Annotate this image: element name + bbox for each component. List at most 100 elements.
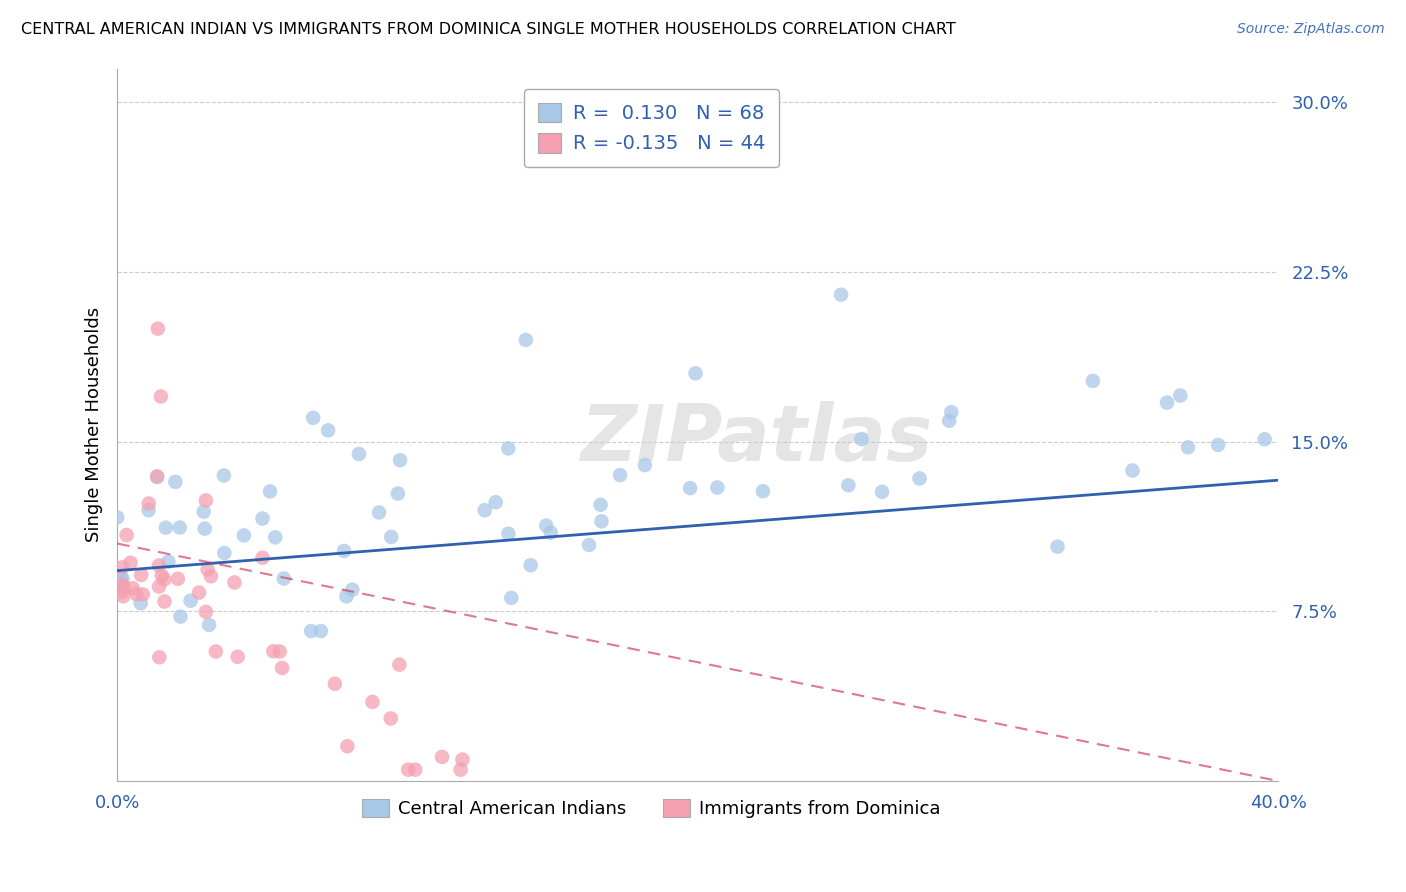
- Point: [1046, 540, 1069, 554]
- Point: [634, 458, 657, 472]
- Point: [1122, 463, 1144, 477]
- Point: [706, 481, 728, 495]
- Point: [1156, 395, 1178, 409]
- Point: [336, 739, 359, 754]
- Point: [194, 605, 217, 619]
- Point: [224, 575, 246, 590]
- Point: [404, 763, 426, 777]
- Point: [194, 493, 217, 508]
- Point: [132, 587, 155, 601]
- Point: [1081, 374, 1104, 388]
- Point: [592, 129, 614, 144]
- Point: [1206, 438, 1229, 452]
- Point: [380, 711, 402, 725]
- Point: [609, 468, 631, 483]
- Point: [112, 589, 135, 603]
- Point: [169, 520, 191, 534]
- Point: [316, 423, 339, 437]
- Point: [111, 560, 134, 574]
- Point: [198, 618, 221, 632]
- Point: [138, 496, 160, 510]
- Point: [146, 321, 169, 335]
- Point: [851, 432, 873, 446]
- Point: [169, 609, 191, 624]
- Point: [125, 587, 148, 601]
- Point: [323, 677, 346, 691]
- Point: [146, 469, 169, 483]
- Point: [110, 570, 132, 584]
- Point: [111, 572, 134, 586]
- Text: Source: ZipAtlas.com: Source: ZipAtlas.com: [1237, 22, 1385, 37]
- Point: [335, 590, 357, 604]
- Point: [115, 528, 138, 542]
- Point: [150, 568, 173, 582]
- Point: [540, 525, 562, 540]
- Point: [259, 484, 281, 499]
- Point: [474, 503, 496, 517]
- Point: [129, 568, 152, 582]
- Text: CENTRAL AMERICAN INDIAN VS IMMIGRANTS FROM DOMINICA SINGLE MOTHER HOUSEHOLDS COR: CENTRAL AMERICAN INDIAN VS IMMIGRANTS FR…: [21, 22, 956, 37]
- Legend: Central American Indians, Immigrants from Dominica: Central American Indians, Immigrants fro…: [354, 791, 948, 825]
- Point: [271, 661, 294, 675]
- Point: [1177, 440, 1199, 454]
- Point: [148, 580, 170, 594]
- Point: [252, 511, 274, 525]
- Point: [180, 593, 202, 607]
- Point: [302, 410, 325, 425]
- Text: ZIPatlas: ZIPatlas: [579, 401, 932, 477]
- Point: [388, 657, 411, 672]
- Point: [273, 572, 295, 586]
- Point: [589, 498, 612, 512]
- Point: [501, 591, 523, 605]
- Point: [342, 582, 364, 597]
- Point: [451, 753, 474, 767]
- Point: [938, 414, 960, 428]
- Point: [110, 585, 132, 599]
- Point: [193, 505, 215, 519]
- Point: [205, 644, 228, 658]
- Point: [167, 572, 190, 586]
- Point: [515, 333, 537, 347]
- Point: [155, 521, 177, 535]
- Point: [830, 287, 852, 301]
- Point: [485, 495, 508, 509]
- Point: [120, 556, 142, 570]
- Point: [112, 580, 135, 594]
- Point: [262, 644, 284, 658]
- Point: [498, 526, 520, 541]
- Point: [153, 594, 176, 608]
- Point: [578, 538, 600, 552]
- Point: [148, 558, 170, 573]
- Point: [110, 577, 132, 591]
- Point: [212, 468, 235, 483]
- Point: [105, 510, 128, 524]
- Point: [752, 484, 775, 499]
- Point: [138, 503, 160, 517]
- Point: [149, 389, 172, 403]
- Point: [1254, 432, 1277, 446]
- Point: [121, 581, 143, 595]
- Point: [232, 528, 254, 542]
- Point: [188, 585, 211, 599]
- Point: [129, 596, 152, 610]
- Point: [870, 484, 893, 499]
- Point: [333, 544, 356, 558]
- Point: [252, 550, 274, 565]
- Point: [1168, 388, 1191, 402]
- Point: [396, 763, 419, 777]
- Point: [380, 530, 402, 544]
- Point: [430, 750, 453, 764]
- Point: [226, 649, 249, 664]
- Point: [591, 514, 613, 528]
- Point: [519, 558, 541, 573]
- Point: [368, 506, 391, 520]
- Point: [679, 481, 702, 495]
- Point: [165, 475, 187, 489]
- Point: [197, 562, 219, 576]
- Point: [941, 405, 963, 419]
- Point: [309, 624, 332, 638]
- Point: [498, 442, 520, 456]
- Point: [908, 471, 931, 485]
- Point: [146, 470, 169, 484]
- Point: [389, 453, 412, 467]
